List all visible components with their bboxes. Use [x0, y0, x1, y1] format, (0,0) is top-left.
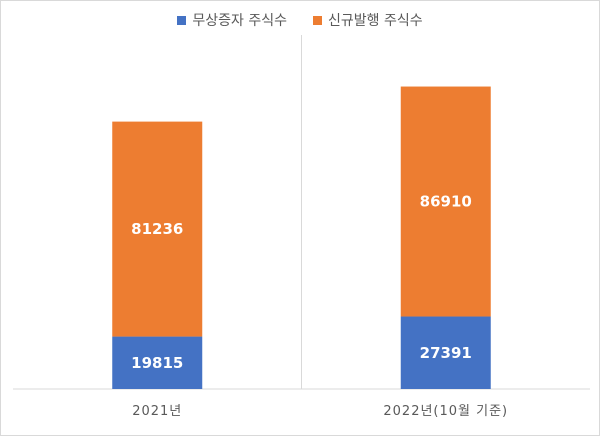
x-tick-label-1: 2022년(10월 기준) — [383, 404, 508, 419]
x-tick-label-0: 2021년 — [132, 404, 182, 419]
legend-label-new-issue: 신규발행 주식수 — [328, 13, 423, 29]
bar-new-issue-1 — [400, 86, 491, 317]
legend-item-new-issue: 신규발행 주식수 — [313, 10, 423, 30]
legend: 무상증자 주식수 신규발행 주식수 — [0, 8, 600, 32]
bar-free-issue-0 — [112, 336, 203, 389]
bar-free-issue-1 — [400, 316, 491, 389]
data-label-new-issue-1: 86910 — [420, 193, 472, 211]
legend-label-free-issue: 무상증자 주식수 — [192, 13, 287, 29]
legend-swatch-new-issue — [313, 15, 322, 25]
data-label-free-issue-0: 19815 — [131, 354, 183, 372]
data-label-new-issue-0: 81236 — [131, 220, 183, 238]
legend-swatch-free-issue — [177, 15, 187, 25]
bar-new-issue-0 — [112, 121, 203, 337]
legend-item-free-issue: 무상증자 주식수 — [177, 10, 287, 30]
data-label-free-issue-1: 27391 — [420, 344, 472, 362]
